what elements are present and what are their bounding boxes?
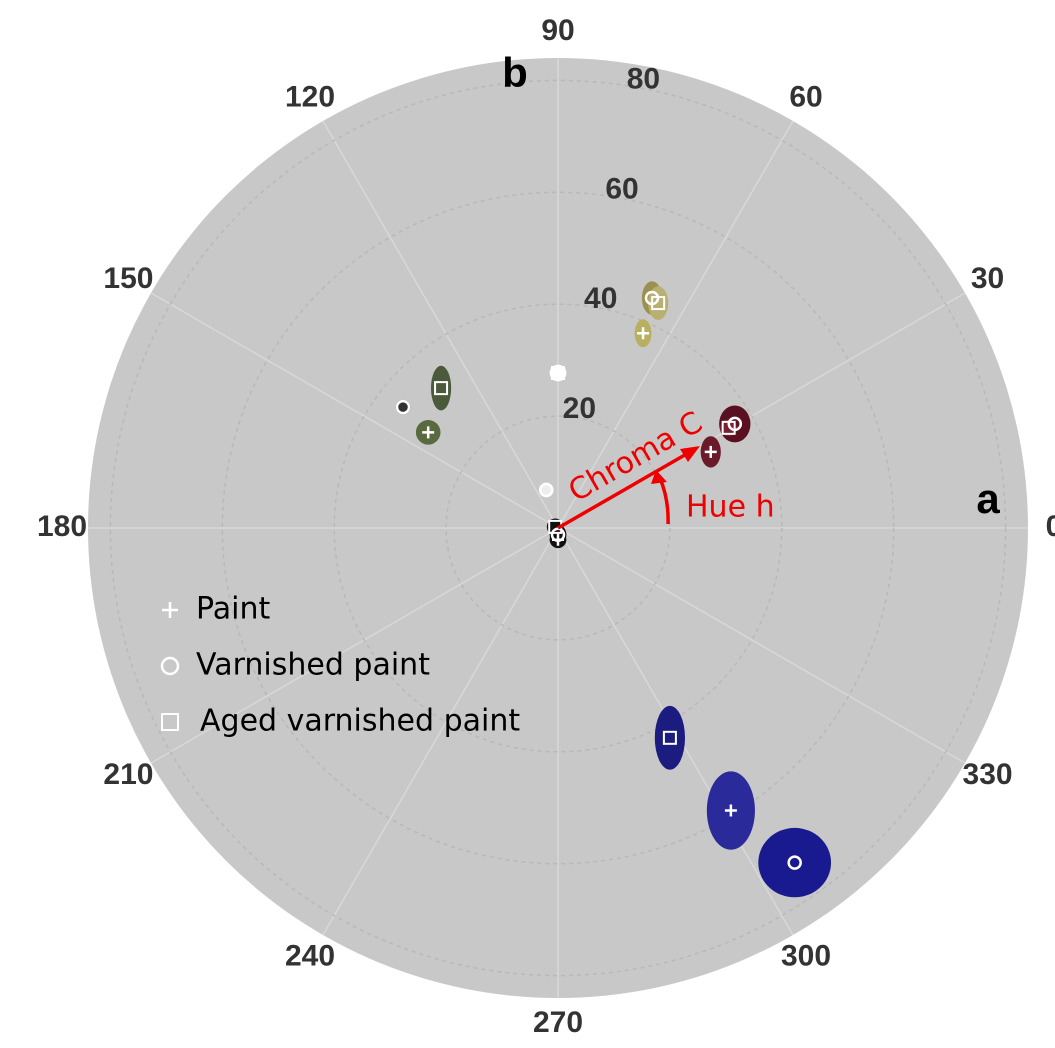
chroma-arrow: [557, 450, 691, 530]
angle-grid-line: [322, 120, 559, 529]
circle-marker: [160, 656, 180, 676]
radial-grid-circle: [445, 415, 671, 641]
plus-marker: [637, 327, 650, 340]
uncertainty-ellipse: [546, 518, 564, 536]
y-axis-label: b: [502, 49, 528, 96]
angle-tick-label: 0: [1046, 510, 1055, 543]
legend-label: Aged varnished paint: [200, 704, 520, 739]
angle-grid-line: [322, 527, 559, 936]
square-marker: [551, 366, 565, 381]
angle-tick-label: 150: [103, 262, 153, 295]
angle-grid-line: [557, 527, 966, 764]
circle-marker: [539, 482, 554, 498]
x-axis-label: a: [976, 475, 1000, 522]
radial-grid-circle: [109, 79, 1007, 977]
angle-tick-label: 330: [963, 758, 1013, 791]
uncertainty-ellipse: [758, 827, 832, 898]
angle-tick-label: 120: [285, 80, 335, 113]
angle-grid-line: [557, 120, 794, 529]
plus-marker: [162, 602, 178, 618]
angle-tick-label: 210: [103, 758, 153, 791]
angle-tick-label: 180: [37, 510, 87, 543]
radial-tick-label: 20: [563, 392, 596, 425]
angle-grid-line: [150, 292, 559, 529]
radial-tick-label: 80: [627, 63, 660, 96]
radial-tick-label: 60: [605, 172, 638, 205]
uncertainty-ellipse: [720, 419, 738, 437]
legend-label: Paint: [196, 592, 270, 627]
angle-tick-label: 240: [285, 939, 335, 972]
square-marker: [161, 713, 179, 731]
radial-grid-circle: [333, 303, 783, 753]
circle-marker: [395, 399, 411, 415]
uncertainty-ellipse: [654, 705, 686, 770]
angle-tick-label: 30: [971, 262, 1004, 295]
square-marker: [434, 381, 449, 396]
uncertainty-ellipse: [430, 365, 452, 411]
radial-grid-circle: [221, 191, 895, 865]
legend-label: Varnished paint: [196, 648, 430, 683]
square-marker: [651, 296, 666, 311]
circle-marker: [787, 855, 802, 870]
radial-tick-label: 40: [584, 282, 617, 315]
circle-marker: [550, 527, 566, 542]
angle-grid-line: [150, 527, 559, 764]
angle-tick-label: 300: [781, 939, 831, 972]
hue-annotation: Hue h: [686, 490, 775, 525]
angle-tick-label: 270: [533, 1006, 583, 1039]
plus-marker: [724, 804, 737, 817]
plus-marker: [704, 445, 717, 458]
uncertainty-ellipse: [648, 286, 669, 320]
plus-marker: [422, 426, 435, 439]
arrow-head: [680, 446, 700, 462]
angle-tick-label: 90: [541, 14, 574, 47]
square-marker: [721, 420, 736, 435]
angle-tick-label: 60: [789, 80, 822, 113]
uncertainty-ellipse: [549, 364, 567, 382]
square-marker: [662, 730, 677, 745]
arrow-head: [651, 470, 667, 484]
